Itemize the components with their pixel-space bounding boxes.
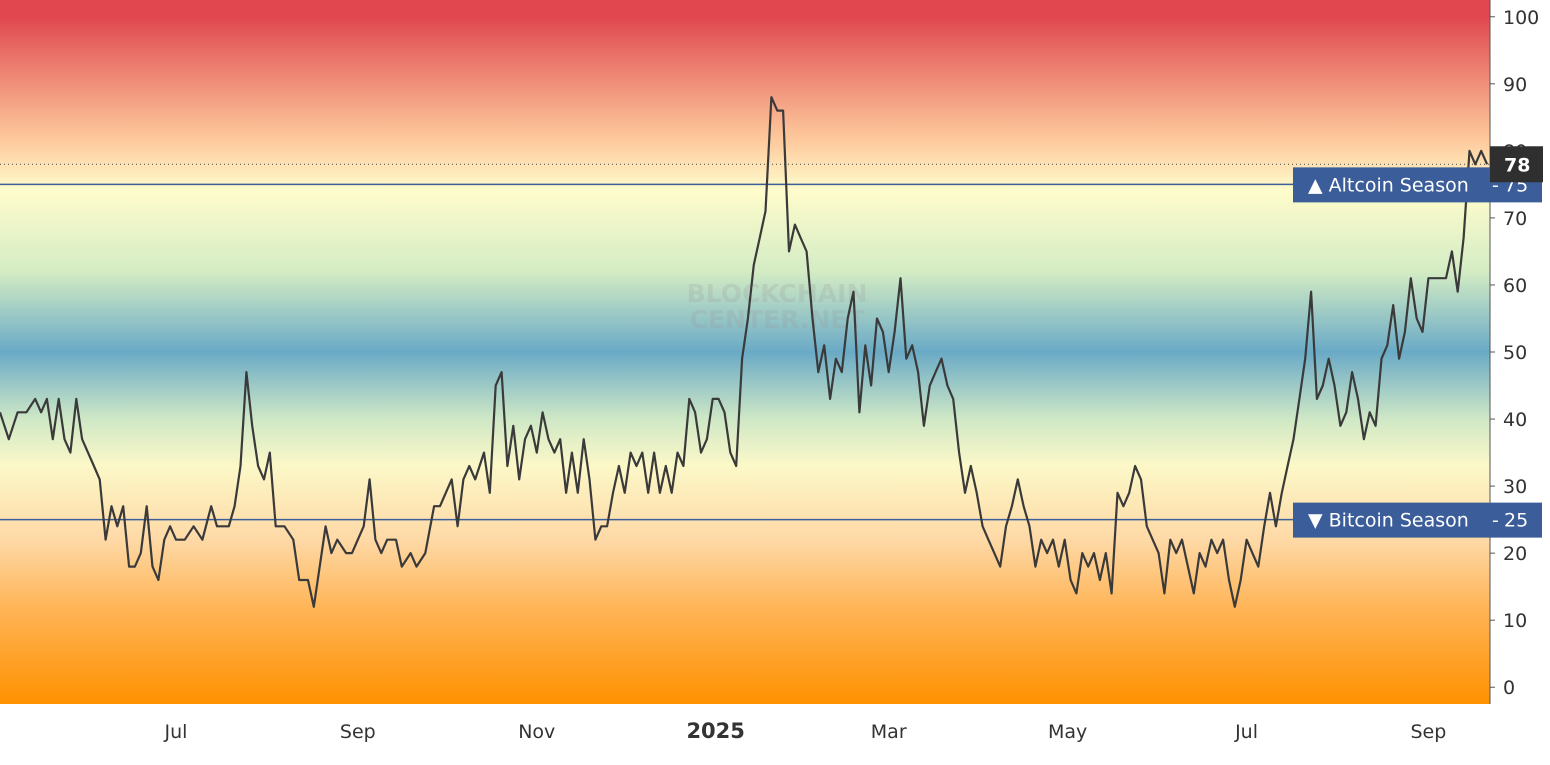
threshold-lines	[0, 183, 1490, 521]
x-tick-label: Sep	[1410, 721, 1446, 743]
series-line	[0, 96, 1489, 608]
x-tick-label: 2025	[686, 719, 744, 743]
threshold-label: ▼ Bitcoin Season	[1308, 510, 1469, 532]
y-tick-label: 10	[1503, 610, 1527, 632]
threshold-dash: -	[1492, 174, 1499, 196]
x-tick-label: Jul	[164, 721, 188, 743]
current-value-label: 78	[1490, 146, 1543, 183]
y-axis: 0102030405060708090100	[1490, 7, 1539, 699]
y-tick-label: 60	[1503, 275, 1527, 297]
x-tick-label: May	[1048, 721, 1087, 743]
y-tick-label: 50	[1503, 342, 1527, 364]
threshold-value: 25	[1504, 510, 1528, 532]
x-tick-label: Mar	[871, 721, 907, 743]
x-tick-label: Jul	[1234, 721, 1258, 743]
x-tick-label: Nov	[518, 721, 555, 743]
y-tick-label: 20	[1503, 543, 1527, 565]
x-tick-label: Sep	[340, 721, 376, 743]
y-tick-label: 30	[1503, 476, 1527, 498]
watermark-line-2: CENTER.NET	[690, 305, 865, 334]
y-tick-label: 0	[1503, 677, 1515, 699]
current-value-badge	[1490, 146, 1543, 183]
threshold-badge	[1293, 502, 1542, 538]
watermark: BLOCKCHAIN CENTER.NET	[687, 279, 868, 334]
threshold-label: ▲ Altcoin Season	[1308, 174, 1469, 196]
current-value-text: 78	[1504, 154, 1530, 176]
threshold-dash: -	[1492, 510, 1499, 532]
x-axis: Jul Sep Nov 2025 Mar May Jul Sep	[164, 719, 1447, 743]
y-tick-label: 100	[1503, 7, 1539, 29]
y-tick-label: 40	[1503, 409, 1527, 431]
watermark-line-1: BLOCKCHAIN	[687, 279, 868, 308]
plot-background	[0, 0, 1490, 704]
y-tick-label: 90	[1503, 74, 1527, 96]
y-tick-label: 70	[1503, 208, 1527, 230]
